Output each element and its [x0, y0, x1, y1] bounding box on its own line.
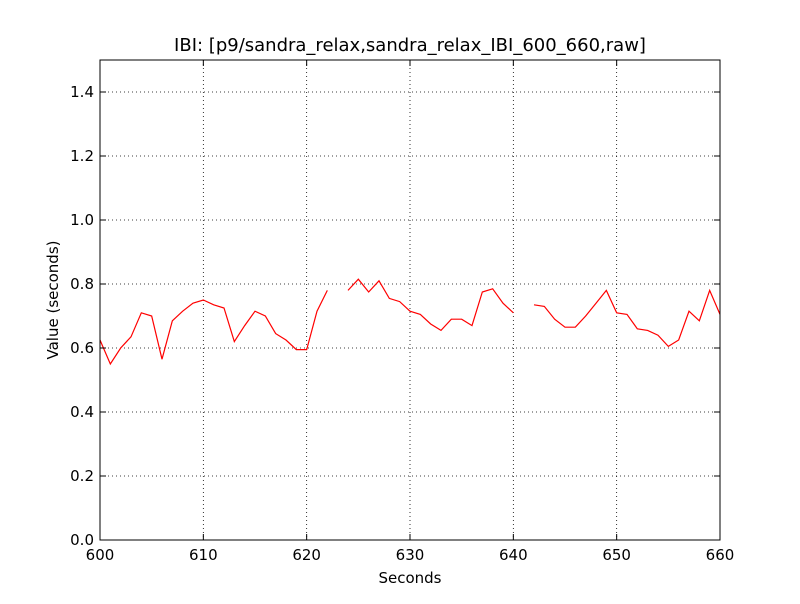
x-tick-label: 620	[292, 546, 321, 564]
y-tick-label: 0.4	[70, 403, 94, 421]
chart-title: IBI: [p9/sandra_relax,sandra_relax_IBI_6…	[174, 35, 646, 56]
y-tick-label: 0.8	[70, 275, 94, 293]
x-tick-label: 650	[602, 546, 631, 564]
y-tick-label: 1.2	[70, 147, 94, 165]
y-tick-label: 1.0	[70, 211, 94, 229]
ibi-line-segment	[99, 290, 328, 366]
data-series	[99, 278, 721, 366]
grid-lines	[100, 60, 720, 540]
x-tick-label: 610	[189, 546, 218, 564]
y-axis-label: Value (seconds)	[44, 241, 62, 360]
x-axis-label: Seconds	[378, 569, 441, 587]
x-tick-label: 600	[86, 546, 115, 564]
y-tick-label: 0.6	[70, 339, 94, 357]
y-tick-label: 0.0	[70, 531, 94, 549]
axis-ticks: 600 610 620 630 640 650 660 0.0 0.2 0.4 0.6 0.8 1.0 1…	[70, 60, 734, 564]
ibi-line-segment	[533, 288, 721, 348]
x-tick-label: 660	[706, 546, 735, 564]
x-tick-label: 640	[499, 546, 528, 564]
x-tick-label: 630	[396, 546, 425, 564]
y-tick-label: 1.4	[70, 83, 94, 101]
y-tick-label: 0.2	[70, 467, 94, 485]
ibi-line-segment	[347, 278, 514, 332]
